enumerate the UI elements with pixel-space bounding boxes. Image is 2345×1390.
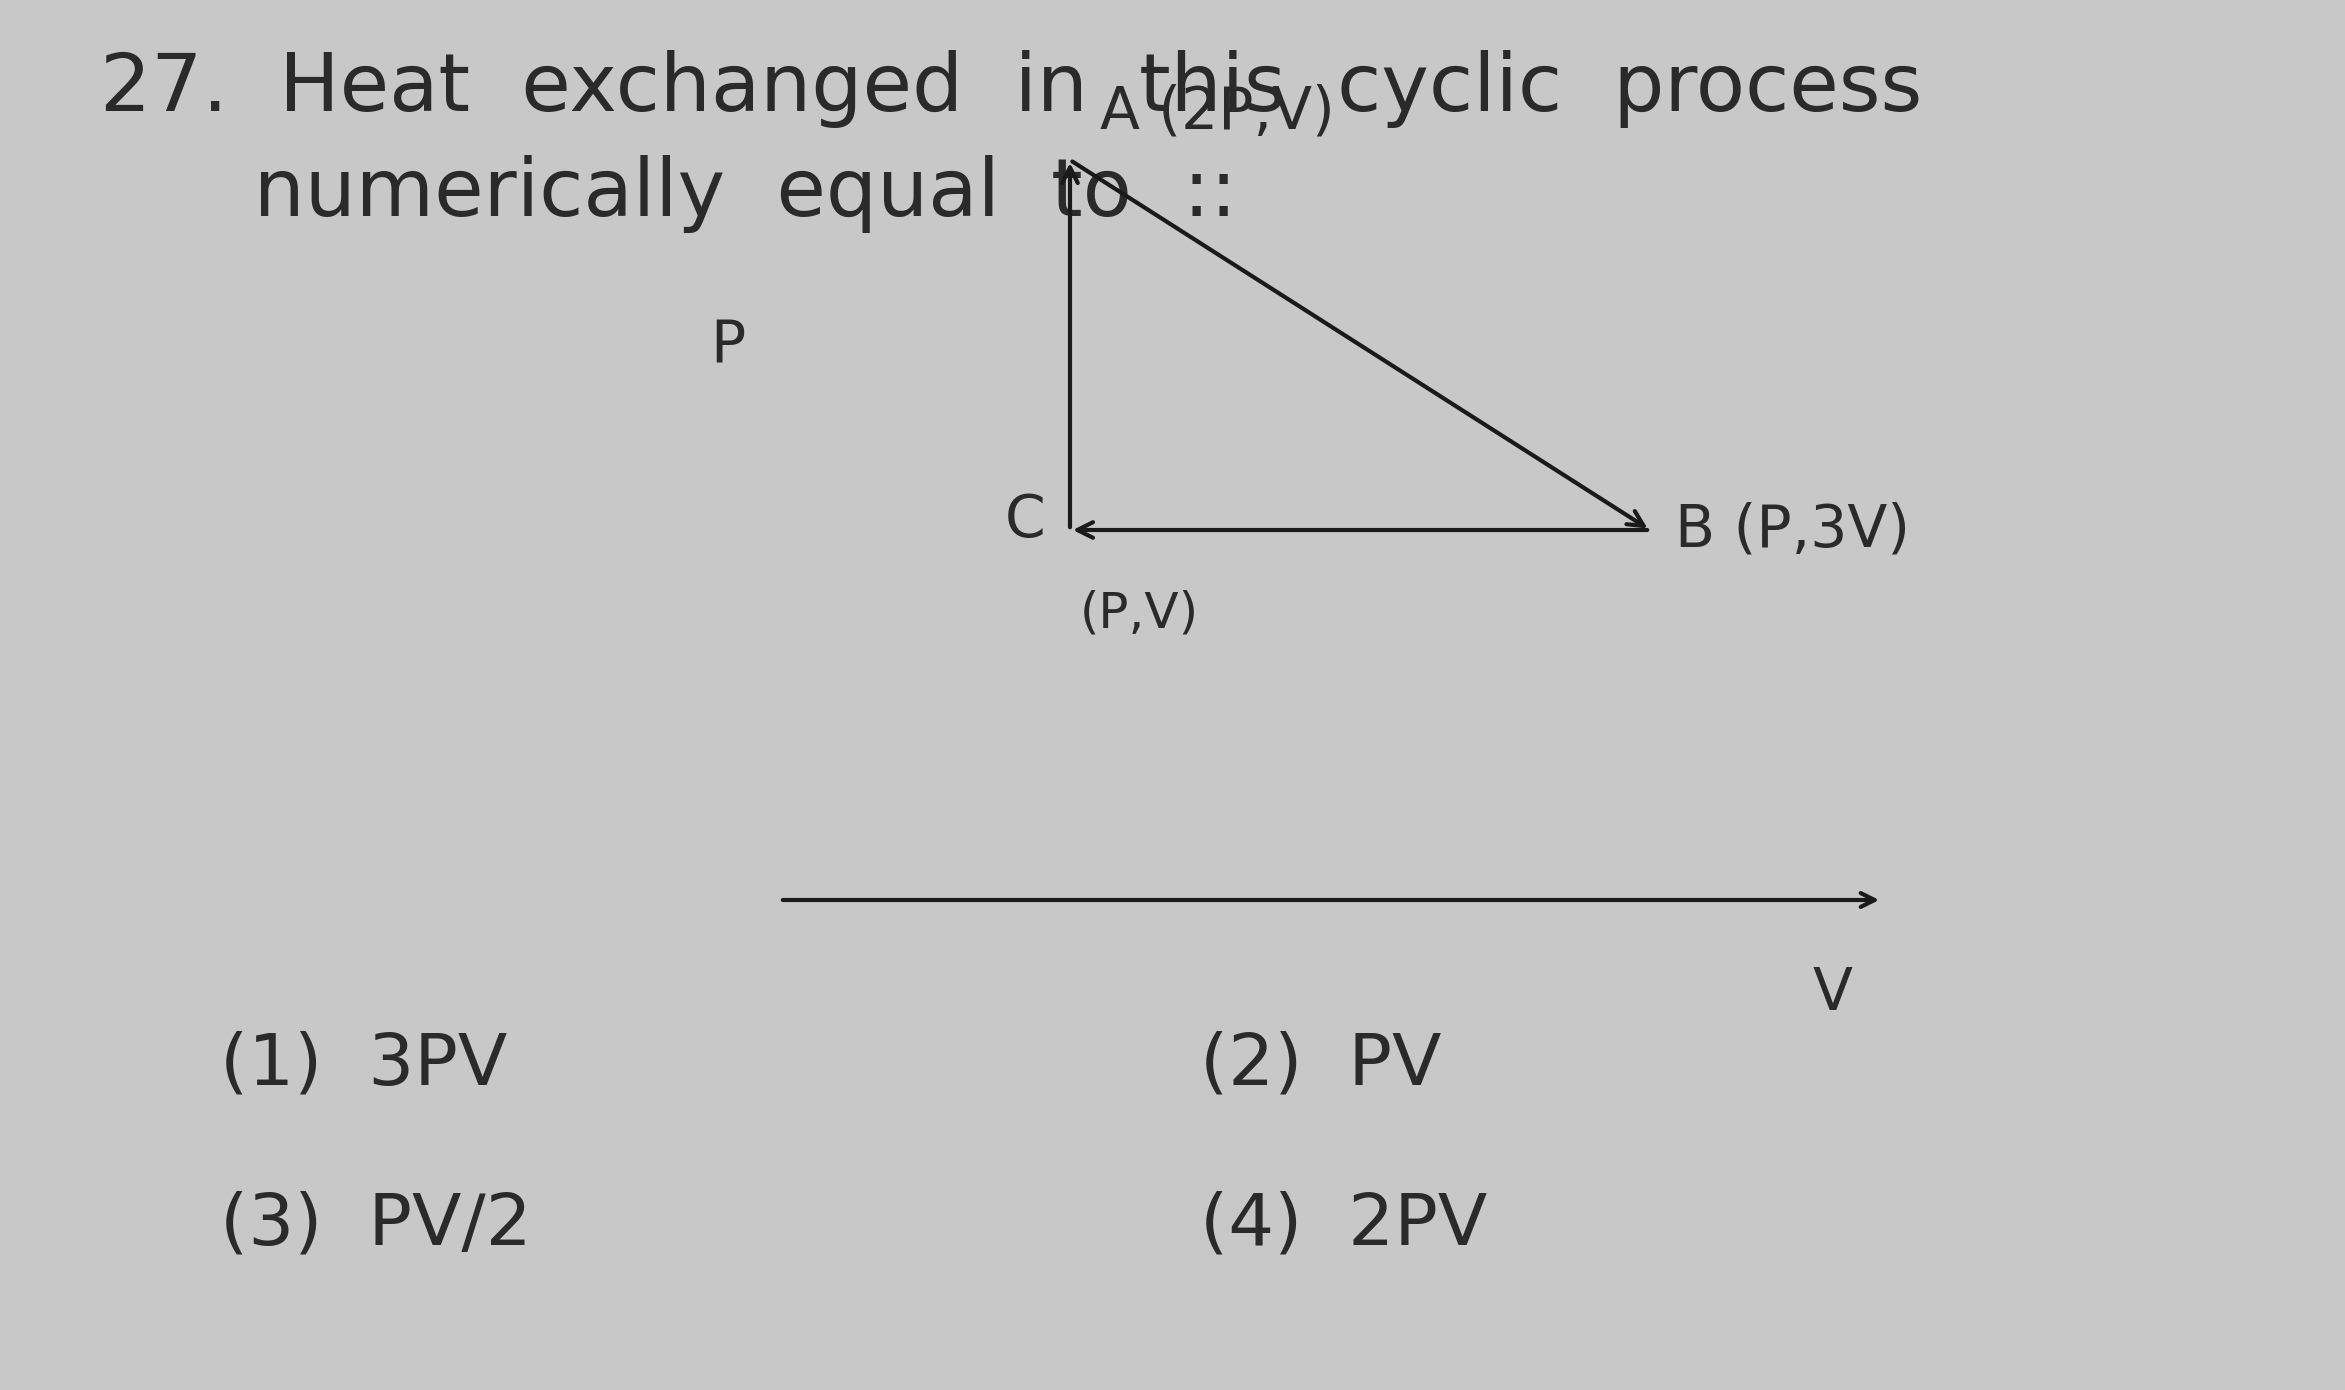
Text: P: P <box>711 317 746 374</box>
Text: (P,V): (P,V) <box>1081 589 1198 638</box>
Text: 27.  Heat  exchanged  in  this  cyclic  process: 27. Heat exchanged in this cyclic proces… <box>101 50 1923 128</box>
Text: C: C <box>1004 492 1046 549</box>
Text: A (2P,V): A (2P,V) <box>1100 83 1334 140</box>
Text: numerically  equal  to  ::: numerically equal to :: <box>101 156 1238 234</box>
Text: (4)  2PV: (4) 2PV <box>1201 1190 1487 1259</box>
Text: (1)  3PV: (1) 3PV <box>220 1030 507 1099</box>
Text: V: V <box>1813 965 1853 1022</box>
Text: (2)  PV: (2) PV <box>1201 1030 1442 1099</box>
Text: B (P,3V): B (P,3V) <box>1674 502 1909 559</box>
Text: (3)  PV/2: (3) PV/2 <box>220 1190 532 1259</box>
